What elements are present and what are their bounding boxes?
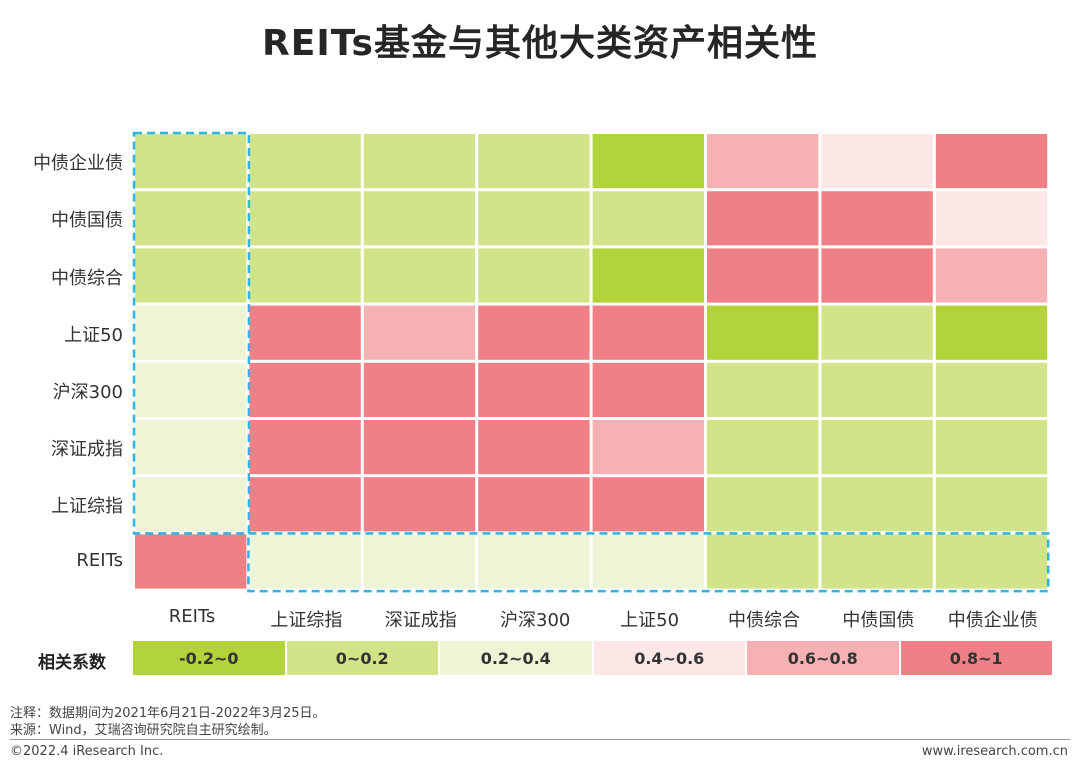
heatmap-cell <box>935 477 1048 532</box>
row-label: 沪深300 <box>52 381 123 403</box>
column-label: 中债综合 <box>728 609 800 631</box>
row-label: 中债企业债 <box>33 153 123 175</box>
heatmap-cell <box>249 305 361 360</box>
heatmap-cell <box>707 134 819 189</box>
heatmap-cell <box>592 134 704 189</box>
website: www.iresearch.com.cn <box>921 744 1068 759</box>
heatmap-cell <box>478 248 590 303</box>
legend-item: 0.8~1 <box>900 641 1052 675</box>
heatmap-cell <box>478 362 590 417</box>
heatmap-cell <box>135 420 247 475</box>
heatmap-cell <box>478 477 590 532</box>
heatmap-cell <box>249 248 361 303</box>
column-label: 深证成指 <box>384 609 457 631</box>
heatmap-cell <box>707 248 819 303</box>
heatmap-cell <box>249 477 361 532</box>
row-label: 上证50 <box>64 324 123 346</box>
heatmap-cell <box>935 191 1048 246</box>
heatmap-cell <box>249 420 361 475</box>
heatmap-cell <box>363 305 476 360</box>
heatmap-cell <box>363 534 476 589</box>
heatmap-cell <box>592 248 704 303</box>
heatmap-cell <box>363 477 476 532</box>
note-text: 注释：数据期间为2021年6月21日-2022年3月25日。 <box>10 706 326 721</box>
heatmap-cell <box>249 362 361 417</box>
heatmap-cell <box>478 191 590 246</box>
heatmap-cell <box>135 134 247 189</box>
legend-item: 0.6~0.8 <box>747 641 899 675</box>
heatmap-cell <box>478 420 590 475</box>
row-label: 中债国债 <box>51 210 123 232</box>
heatmap-cell <box>592 420 704 475</box>
heatmap-cell <box>821 477 933 532</box>
legend-item: 0.4~0.6 <box>593 641 745 675</box>
column-label: 上证综指 <box>270 609 343 631</box>
heatmap-cell <box>592 477 704 532</box>
column-label: 沪深300 <box>500 609 571 631</box>
chart-title: REITs基金与其他大类资产相关性 <box>262 23 818 64</box>
copyright: ©2022.4 iResearch Inc. <box>10 744 164 759</box>
heatmap-cell <box>707 305 819 360</box>
heatmap-cell <box>363 248 476 303</box>
legend-title: 相关系数 <box>38 653 106 673</box>
column-label: 中债企业债 <box>947 609 1038 631</box>
heatmap-cell <box>478 134 590 189</box>
heatmap-cell <box>707 534 819 589</box>
row-label: 深证成指 <box>51 439 123 461</box>
heatmap-cell <box>363 134 476 189</box>
heatmap-cell <box>935 362 1048 417</box>
heatmap-cell <box>821 420 933 475</box>
heatmap-cell <box>707 477 819 532</box>
footer-divider <box>10 739 1070 740</box>
heatmap-cell <box>249 534 361 589</box>
heatmap-cell <box>478 305 590 360</box>
heatmap-cell <box>707 191 819 246</box>
heatmap-cell <box>592 305 704 360</box>
heatmap-cell <box>821 134 933 189</box>
heatmap-cell <box>592 534 704 589</box>
heatmap <box>132 131 1050 593</box>
heatmap-cell <box>935 534 1048 589</box>
heatmap-cell <box>135 248 247 303</box>
legend-item: 0~0.2 <box>286 641 438 675</box>
heatmap-cell <box>821 191 933 246</box>
heatmap-cell <box>478 534 590 589</box>
column-label: 中债国债 <box>842 609 915 631</box>
heatmap-cell <box>135 305 247 360</box>
heatmap-cell <box>821 248 933 303</box>
heatmap-cell <box>821 305 933 360</box>
heatmap-cell <box>135 534 247 589</box>
heatmap-cell <box>707 420 819 475</box>
heatmap-cell <box>135 191 247 246</box>
heatmap-cell <box>592 362 704 417</box>
heatmap-cell <box>249 134 361 189</box>
legend-item: 0.2~0.4 <box>440 641 592 675</box>
source-text: 来源：Wind，艾瑞咨询研究院自主研究绘制。 <box>10 723 277 738</box>
heatmap-cell <box>707 362 819 417</box>
row-label: 上证综指 <box>51 496 123 518</box>
heatmap-cell <box>363 420 476 475</box>
heatmap-cell <box>249 191 361 246</box>
heatmap-cell <box>821 362 933 417</box>
row-label: 中债综合 <box>51 267 123 289</box>
reits-column-highlight <box>132 131 251 535</box>
row-label: REITs <box>76 549 123 571</box>
heatmap-cell <box>935 305 1048 360</box>
heatmap-cell <box>135 362 247 417</box>
legend-item: -0.2~0 <box>133 641 285 675</box>
heatmap-cell <box>935 134 1048 189</box>
heatmap-cell <box>135 477 247 532</box>
heatmap-cell <box>363 191 476 246</box>
heatmap-cell <box>935 420 1048 475</box>
column-label: REITs <box>168 605 216 627</box>
heatmap-cell <box>363 362 476 417</box>
column-label: 上证50 <box>620 609 680 631</box>
heatmap-cell <box>935 248 1048 303</box>
heatmap-cell <box>592 191 704 246</box>
heatmap-cell <box>821 534 933 589</box>
